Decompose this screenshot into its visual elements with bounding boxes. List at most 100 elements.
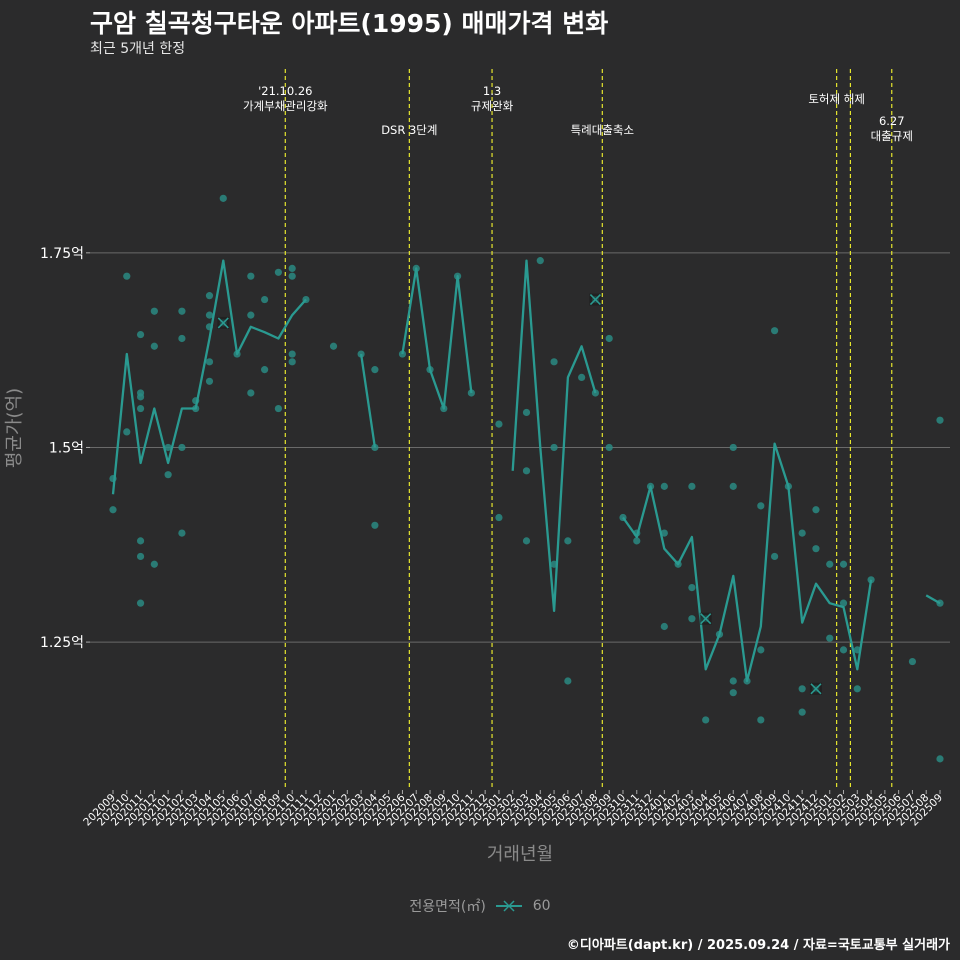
transaction-point — [771, 327, 779, 335]
policy-annotation: 6.27 — [879, 114, 905, 128]
transaction-point — [178, 529, 186, 537]
transaction-point — [936, 755, 944, 763]
highlight-marker — [589, 293, 601, 306]
transaction-point — [839, 599, 848, 607]
transaction-point — [136, 393, 145, 401]
legend: 전용면적(㎡) 60 — [0, 896, 960, 916]
transaction-point — [564, 677, 572, 685]
y-tick-label: 1.25억 — [40, 635, 84, 651]
average-price-line — [622, 442, 873, 683]
transaction-point — [522, 467, 531, 475]
transaction-point — [219, 194, 227, 202]
transaction-point — [771, 552, 779, 561]
transaction-point — [205, 311, 214, 319]
transaction-point — [688, 615, 696, 623]
policy-annotation: 특례대출축소 — [571, 123, 634, 137]
transaction-point — [660, 529, 668, 537]
transaction-point — [798, 708, 806, 716]
transaction-point — [660, 622, 668, 631]
transaction-point — [660, 482, 668, 490]
transaction-point — [936, 416, 944, 424]
y-tick-label: 1.5억 — [49, 440, 84, 456]
average-price-line — [401, 267, 473, 410]
transaction-point — [688, 583, 696, 592]
transaction-point — [812, 506, 820, 514]
legend-entry-60: 60 — [532, 898, 551, 914]
average-price-line — [925, 594, 941, 605]
transaction-point — [522, 537, 531, 545]
transaction-point — [178, 443, 186, 452]
highlight-marker — [810, 683, 822, 695]
transaction-point — [853, 685, 861, 693]
transaction-point — [757, 716, 765, 724]
average-price-line — [359, 353, 377, 448]
transaction-point — [205, 292, 214, 300]
transaction-point — [605, 443, 613, 452]
transaction-point — [605, 334, 613, 343]
transaction-point — [564, 537, 572, 545]
legend-title: 전용면적(㎡) — [409, 899, 486, 915]
average-price-line — [111, 259, 307, 495]
transaction-point — [123, 428, 131, 436]
transaction-point — [633, 537, 641, 545]
transaction-point — [261, 366, 269, 374]
transaction-point — [329, 342, 338, 350]
transaction-point — [826, 560, 834, 568]
transaction-point — [288, 264, 296, 273]
transaction-point — [826, 634, 834, 642]
transaction-point — [522, 408, 531, 417]
transaction-point — [550, 443, 558, 452]
transaction-point — [274, 268, 282, 276]
policy-annotation: 토허제 해제 — [808, 92, 865, 106]
chart-title: 구암 칠곡청구타운 아파트(1995) 매매가격 변화 — [90, 9, 609, 38]
legend-key-icon — [496, 899, 523, 913]
transaction-point — [205, 377, 214, 385]
policy-annotation: '21.10.26 — [258, 84, 312, 98]
transaction-point — [908, 657, 917, 666]
transaction-point — [247, 272, 255, 280]
y-tick-label: 1.75억 — [40, 246, 84, 262]
transaction-point — [729, 677, 737, 685]
transaction-point — [247, 389, 255, 397]
transaction-point — [205, 358, 214, 366]
transaction-point — [495, 420, 503, 428]
transaction-point — [150, 342, 158, 350]
policy-annotation: 규제완화 — [471, 99, 514, 113]
transaction-point — [288, 272, 296, 280]
transaction-point — [839, 646, 848, 654]
transaction-point — [798, 685, 806, 693]
x-axis-title: 거래년월 — [487, 844, 553, 865]
transaction-point — [729, 443, 737, 452]
transaction-point — [371, 521, 379, 529]
transaction-point — [109, 506, 117, 514]
transaction-point — [288, 358, 296, 366]
transaction-point — [550, 358, 558, 366]
transaction-point — [288, 350, 296, 358]
transaction-point — [729, 689, 737, 697]
transaction-point — [729, 482, 737, 490]
transaction-point — [123, 272, 131, 280]
transaction-point — [757, 646, 765, 654]
chart-subtitle: 최근 5개년 한정 — [90, 41, 186, 57]
transaction-point — [136, 404, 145, 413]
transaction-point — [839, 560, 848, 568]
average-price-line — [511, 259, 597, 613]
transaction-point — [495, 513, 503, 522]
transaction-point — [261, 295, 269, 304]
source-caption: ©디아파트(dapt.kr) / 2025.09.24 / 자료=국토교통부 실… — [566, 938, 950, 953]
transaction-point — [178, 334, 186, 343]
highlight-marker — [217, 317, 229, 329]
transaction-point — [164, 471, 172, 479]
transaction-point — [812, 545, 820, 553]
policy-annotation: 가계부채관리강화 — [243, 99, 328, 113]
transaction-point — [150, 307, 158, 315]
policy-annotation: DSR 3단계 — [381, 123, 437, 137]
transaction-point — [164, 443, 172, 452]
transaction-point — [150, 560, 158, 568]
transaction-point — [702, 716, 710, 724]
transaction-point — [247, 311, 255, 319]
transaction-point — [536, 257, 544, 265]
transaction-point — [757, 502, 765, 510]
transaction-point — [688, 482, 696, 490]
